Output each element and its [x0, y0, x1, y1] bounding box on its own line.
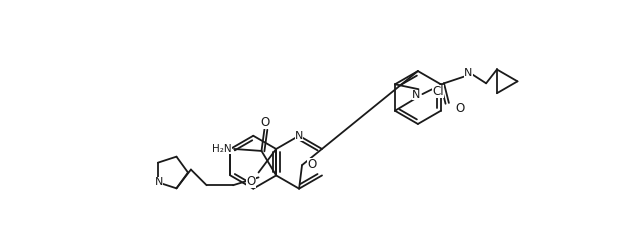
Text: O: O: [246, 175, 256, 188]
Text: O: O: [307, 158, 316, 171]
Text: N: N: [154, 177, 163, 187]
Text: N: N: [413, 90, 421, 100]
Text: O: O: [455, 102, 465, 115]
Text: N: N: [295, 131, 303, 141]
Text: H₂N: H₂N: [212, 144, 232, 154]
Text: O: O: [261, 116, 270, 129]
Text: N: N: [464, 68, 472, 77]
Text: Cl: Cl: [432, 85, 444, 98]
